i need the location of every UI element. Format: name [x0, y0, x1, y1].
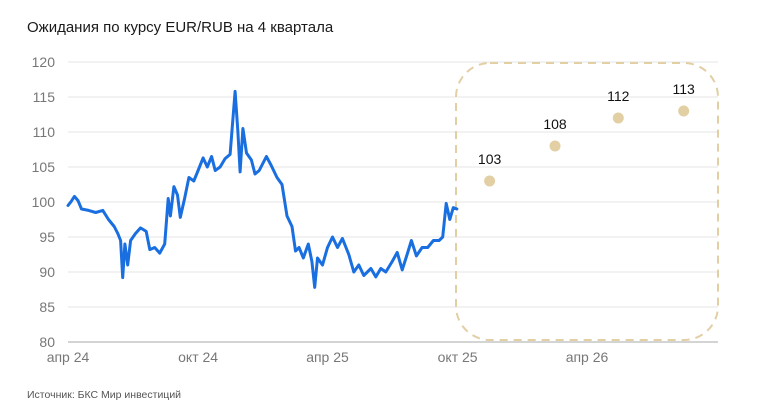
gridlines: [68, 61, 718, 343]
eur-rub-line: [66, 89, 459, 289]
forecast-value-label: 112: [607, 88, 630, 104]
source-note: Источник: БКС Мир инвестиций: [27, 389, 182, 401]
forecast-value-label: 103: [478, 151, 502, 167]
x-tick-label: окт 24: [178, 349, 218, 365]
x-tick-label: апр 24: [47, 349, 90, 365]
y-tick-label: 85: [39, 299, 55, 315]
forecast-value-label: 108: [543, 116, 567, 132]
y-tick-label: 80: [39, 334, 55, 350]
forecast-points: 103 108 112 113: [478, 81, 695, 187]
x-tick-label: апр 26: [566, 349, 609, 365]
forecast-point: [484, 175, 496, 187]
forecast-box: [455, 62, 719, 341]
y-tick-label: 105: [32, 159, 56, 175]
x-tick-label: апр 25: [306, 349, 349, 365]
y-tick-label: 100: [32, 194, 56, 210]
forecast-value-label: 113: [673, 81, 696, 97]
forecast-point: [549, 140, 561, 152]
y-tick-label: 115: [33, 89, 56, 105]
x-tick-label: окт 25: [438, 349, 478, 365]
y-tick-label: 95: [39, 229, 55, 245]
forecast-point: [612, 112, 624, 124]
forecast-point: [678, 105, 690, 117]
chart-title: Ожидания по курсу EUR/RUB на 4 квартала: [27, 19, 334, 36]
x-axis: апр 24 окт 24 апр 25 окт 25 апр 26: [47, 349, 609, 365]
y-tick-label: 110: [33, 124, 56, 140]
y-tick-label: 90: [39, 264, 55, 280]
y-axis: 80 85 90 95 100 105 110 115 120: [32, 54, 56, 350]
y-tick-label: 120: [32, 54, 56, 70]
